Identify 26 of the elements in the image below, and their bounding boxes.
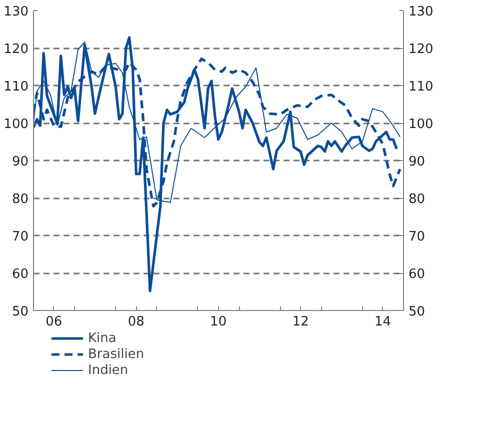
y2-tick-label: 60 (408, 267, 426, 282)
y-tick-label: 110 (4, 80, 29, 94)
y-tick-label: 80 (12, 192, 29, 207)
legend-label: Kina (88, 330, 116, 346)
y-tick-label: 90 (12, 154, 29, 170)
y2-tick-label: 100 (408, 117, 434, 132)
x-tick-label: 14 (374, 314, 392, 330)
y-tick-label: 120 (4, 42, 29, 57)
y-tick-label: 60 (12, 267, 29, 282)
y-tick-label: 100 (4, 117, 29, 132)
x-tick-label: 12 (292, 314, 309, 330)
y2-tick-label: 50 (408, 304, 426, 320)
y2-tick-label: 90 (408, 154, 426, 170)
x-tick-label: 08 (128, 314, 144, 330)
y-tick-label: 70 (12, 230, 29, 244)
y-tick-label: 50 (12, 304, 29, 320)
y2-tick-label: 110 (408, 80, 434, 94)
y2-tick-label: 130 (408, 4, 434, 20)
y2-tick-label: 120 (408, 42, 434, 57)
legend-label: Brasilien (88, 346, 144, 362)
y-tick-label: 130 (4, 4, 29, 20)
legend-label: Indien (88, 362, 128, 378)
x-tick-label: 06 (46, 314, 62, 330)
x-tick-label: 10 (210, 314, 227, 330)
y2-tick-label: 70 (408, 230, 426, 244)
y2-tick-label: 80 (408, 192, 426, 207)
